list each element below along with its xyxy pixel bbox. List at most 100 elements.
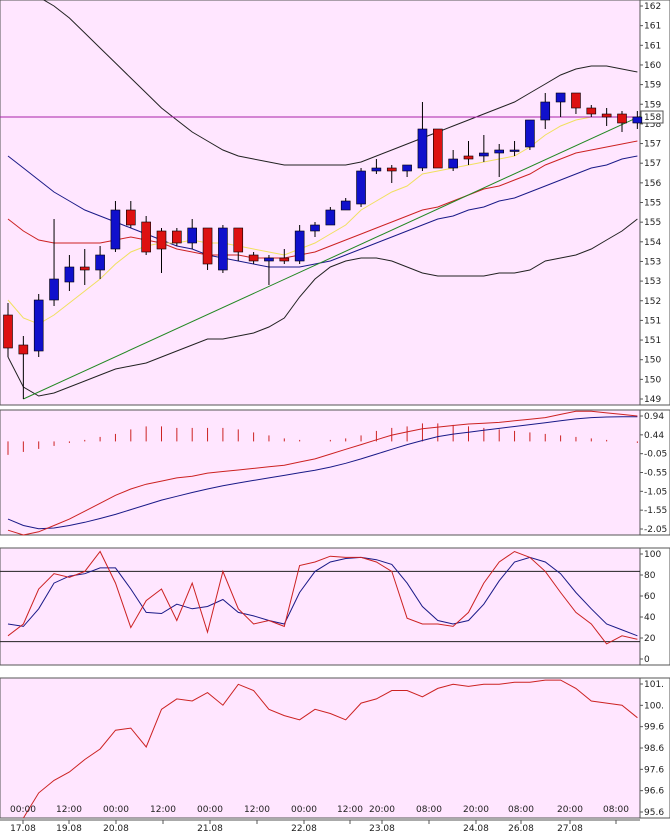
bear-candle [463, 155, 474, 160]
macd-panel-area [0, 409, 641, 536]
time-tick-label: 12:00 [337, 805, 363, 815]
macd-tick-label: 0.94 [644, 412, 664, 422]
bear-candle [172, 230, 182, 244]
price-tick-label: 157 [644, 140, 661, 150]
bottom-tick-label: 96.6 [644, 787, 664, 797]
date-tick-label: 22.08 [291, 824, 317, 834]
date-tick-label: 24.08 [463, 824, 489, 834]
date-tick-label: 20.08 [103, 824, 129, 834]
bear-candle [617, 113, 627, 124]
price-tick-label: 158 [644, 120, 661, 130]
price-tick-label: 157 [644, 159, 661, 169]
date-tick-label: 21.08 [197, 824, 223, 834]
bull-candle [494, 149, 505, 154]
price-panel-area [0, 0, 641, 406]
macd-tick-label: 0.44 [644, 431, 664, 441]
stoch-tick-label: 80 [644, 571, 656, 581]
bear-candle [202, 227, 213, 265]
time-tick-label: 20:00 [557, 805, 583, 815]
bear-candle [601, 113, 612, 118]
time-tick-label: 08:00 [603, 805, 629, 815]
bull-candle [33, 299, 44, 352]
price-tick-label: 151 [644, 316, 661, 326]
upper-band-line [42, 0, 638, 166]
price-tick-label: 159 [644, 100, 661, 110]
date-tick-label: 23.08 [369, 824, 395, 834]
stoch-signal-line [7, 556, 638, 637]
date-tick-label: 19.08 [56, 824, 82, 834]
bull-candle [340, 200, 351, 211]
price-tick-label: 155 [644, 199, 661, 209]
price-tick-label: 161 [644, 22, 661, 32]
bull-candle [632, 116, 643, 124]
price-tick-label: 151 [644, 336, 661, 346]
macd-tick-label: -0.55 [644, 469, 667, 479]
time-tick-label: 12:00 [150, 805, 176, 815]
price-tick-label: 162 [644, 2, 661, 12]
bull-candle [371, 167, 382, 172]
date-tick-label: 26.08 [508, 824, 534, 834]
bull-candle [218, 227, 228, 271]
macd-line [7, 410, 638, 536]
current-price-label: 158 [644, 113, 661, 123]
price-tick-label: 153 [644, 257, 661, 267]
macd-tick-label: -0.05 [644, 450, 667, 460]
bear-candle [141, 221, 151, 253]
bull-candle [356, 170, 366, 205]
time-tick-label: 08:00 [508, 805, 534, 815]
macd-tick-label: -2.05 [644, 525, 667, 535]
bear-candle [386, 167, 397, 172]
stoch-panel-axis [639, 547, 670, 666]
bull-candle [509, 149, 520, 152]
stoch-tick-label: 20 [644, 634, 656, 644]
bottom-indicator-line [22, 679, 638, 818]
price-tick-label: 154 [644, 238, 661, 248]
stoch-panel-area [0, 547, 641, 666]
time-tick-label: 08:00 [416, 805, 442, 815]
price-tick-label: 155 [644, 218, 661, 228]
price-tick-label: 160 [644, 61, 661, 71]
price-tick-label: 149 [644, 395, 661, 405]
time-tick-label: 20:00 [463, 805, 489, 815]
bull-candle [294, 230, 305, 262]
price-tick-label: 159 [644, 81, 661, 91]
bear-candle [432, 128, 443, 169]
stoch-tick-label: 60 [644, 592, 656, 602]
bull-candle [110, 209, 121, 250]
bull-candle [479, 152, 489, 157]
bear-candle [248, 254, 259, 262]
lower-band-line [7, 218, 638, 397]
time-tick-label: 12:00 [56, 805, 82, 815]
bear-candle [156, 230, 167, 250]
time-tick-label: 00:00 [10, 805, 36, 815]
price-tick-label: 152 [644, 297, 661, 307]
price-tick-label: 156 [644, 179, 661, 189]
macd-signal-line [7, 416, 638, 530]
bear-candle [79, 266, 90, 271]
bull-candle [525, 119, 535, 148]
bull-candle [540, 101, 551, 121]
stoch-k-line [7, 550, 638, 645]
time-tick-label: 12:00 [244, 805, 270, 815]
bull-candle [187, 227, 197, 244]
bull-candle [310, 224, 320, 232]
bottom-tick-label: 98.6 [644, 744, 664, 754]
macd-tick-label: -1.55 [644, 506, 667, 516]
date-tick-label: 27.08 [557, 824, 583, 834]
bull-candle [325, 209, 336, 226]
bull-candle [264, 257, 274, 262]
bear-candle [18, 344, 29, 355]
macd-tick-label: -1.05 [644, 487, 667, 497]
time-tick-label: 00:00 [197, 805, 223, 815]
bottom-tick-label: 99.6 [644, 723, 664, 733]
bull-candle [95, 254, 105, 271]
bottom-tick-label: 100. [644, 701, 664, 711]
bear-candle [126, 209, 136, 226]
bear-candle [279, 257, 290, 262]
bull-candle [402, 164, 412, 172]
bottom-tick-label: 97.6 [644, 765, 664, 775]
bear-candle [233, 227, 244, 253]
bear-candle [3, 314, 13, 349]
